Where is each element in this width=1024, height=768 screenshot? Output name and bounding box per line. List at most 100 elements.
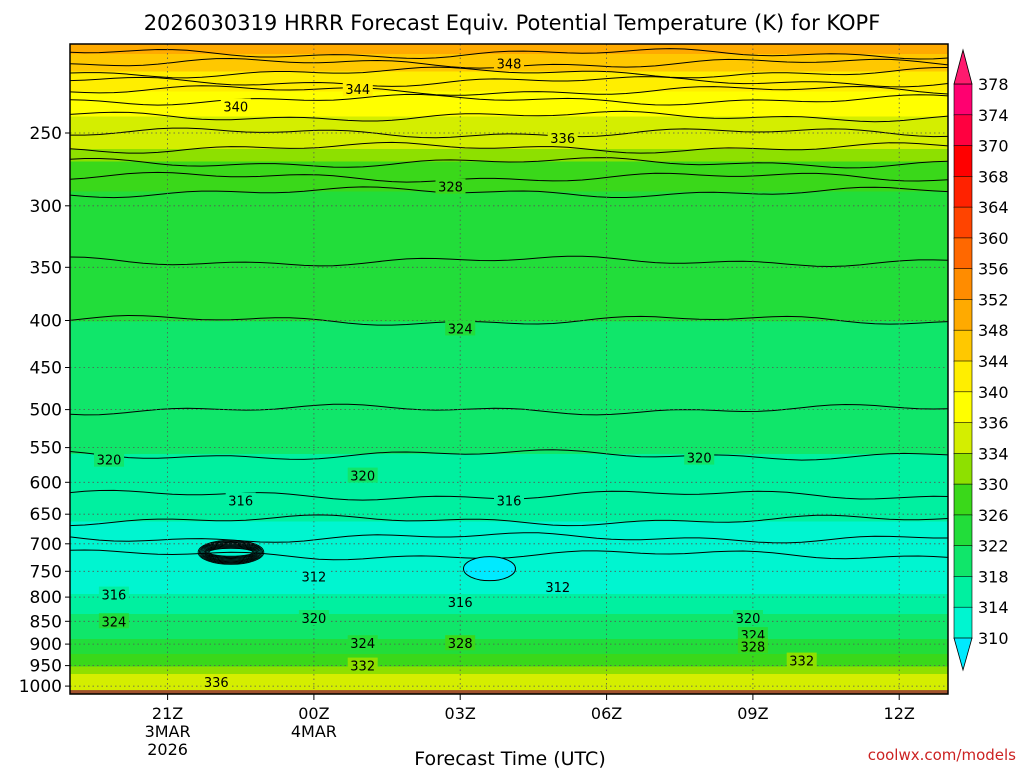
dense-contour — [200, 541, 262, 564]
contour-line — [69, 314, 949, 326]
colorbar-segment — [953, 606, 973, 639]
color-band — [70, 646, 948, 650]
dense-contour — [204, 545, 258, 560]
colorbar: 378 374 370 368 364 360 356 352 348 344 340 336 334 3… — [953, 48, 1009, 672]
color-band — [70, 644, 948, 648]
color-band — [70, 274, 948, 278]
color-band — [70, 349, 948, 353]
y-tick-label: 800 — [30, 588, 62, 608]
contour-label-bg — [298, 610, 329, 625]
contour-line — [69, 403, 949, 416]
colorbar-segment — [953, 83, 973, 116]
color-band — [70, 549, 948, 553]
color-band — [70, 474, 948, 478]
color-band — [70, 396, 948, 400]
color-band — [70, 209, 948, 213]
colorbar-label: 336 — [978, 414, 1009, 433]
color-band — [70, 384, 948, 388]
color-band — [70, 114, 948, 118]
contour-label: 336 — [550, 132, 575, 147]
x-tick-label: 12Z — [884, 704, 915, 723]
color-band — [70, 136, 948, 140]
color-band — [70, 134, 948, 138]
color-band — [70, 156, 948, 160]
color-band — [70, 686, 948, 690]
colorbar-segment — [953, 176, 973, 208]
y-tick-label: 550 — [30, 439, 62, 459]
colorbar-label: 334 — [978, 444, 1009, 463]
color-band — [70, 119, 948, 123]
color-band — [70, 631, 948, 635]
color-band — [70, 129, 948, 133]
dense-contour — [202, 543, 260, 562]
contour-label-bg — [786, 652, 817, 668]
dense-contour — [208, 547, 254, 557]
color-band — [70, 389, 948, 393]
colorbar-segment — [953, 145, 973, 178]
color-band — [70, 161, 948, 165]
colorbar-label: 370 — [978, 137, 1009, 156]
color-band — [70, 619, 948, 623]
color-band — [70, 291, 948, 295]
colorbar-label: 314 — [978, 598, 1009, 617]
colorbar-segment — [953, 422, 973, 455]
color-band — [70, 629, 948, 633]
color-band — [70, 639, 948, 643]
color-band — [70, 641, 948, 645]
colorbar-label: 310 — [978, 629, 1009, 648]
color-band — [70, 399, 948, 403]
color-band — [70, 674, 948, 678]
color-band — [70, 441, 948, 445]
y-tick-label: 750 — [30, 562, 62, 582]
color-band — [70, 681, 948, 685]
color-band — [70, 306, 948, 310]
color-band — [70, 436, 948, 440]
color-band — [70, 464, 948, 468]
contour-line — [69, 514, 949, 527]
color-band — [70, 184, 948, 188]
color-band — [70, 539, 948, 543]
y-tick-label: 1000 — [19, 677, 62, 697]
dense-contour — [197, 539, 265, 565]
color-band — [70, 611, 948, 615]
contour-label-bg — [445, 320, 476, 336]
colorbar-segment — [953, 452, 973, 485]
contour-label: 328 — [438, 181, 463, 196]
colorbar-segment — [953, 329, 973, 362]
color-band — [70, 351, 948, 355]
color-band — [70, 94, 948, 98]
color-band — [70, 334, 948, 338]
color-band — [70, 229, 948, 233]
color-band — [70, 679, 948, 683]
y-tick-label: 400 — [30, 312, 62, 332]
colorbar-top-arrow — [953, 48, 973, 85]
color-band — [70, 424, 948, 428]
contour-label: 332 — [789, 655, 814, 670]
color-band — [70, 649, 948, 653]
contour-label: 336 — [204, 676, 229, 691]
color-band — [70, 416, 948, 420]
color-band — [70, 419, 948, 423]
color-band — [70, 374, 948, 378]
color-band — [70, 591, 948, 595]
color-band — [70, 316, 948, 320]
color-band — [70, 251, 948, 255]
color-band — [70, 109, 948, 113]
color-band — [70, 434, 948, 438]
color-band — [70, 221, 948, 225]
x-tick-label: 09Z — [737, 704, 768, 723]
color-band — [70, 581, 948, 585]
y-tick-label: 650 — [30, 505, 62, 525]
color-band — [70, 254, 948, 258]
contour-line — [69, 110, 949, 123]
colorbar-label: 378 — [978, 75, 1009, 94]
color-band — [70, 44, 948, 48]
color-band — [70, 139, 948, 143]
color-band — [70, 599, 948, 603]
contour-label: 320 — [350, 470, 375, 485]
contour-label: 324 — [448, 322, 473, 337]
color-band — [70, 626, 948, 630]
color-band — [70, 444, 948, 448]
color-band — [70, 534, 948, 538]
